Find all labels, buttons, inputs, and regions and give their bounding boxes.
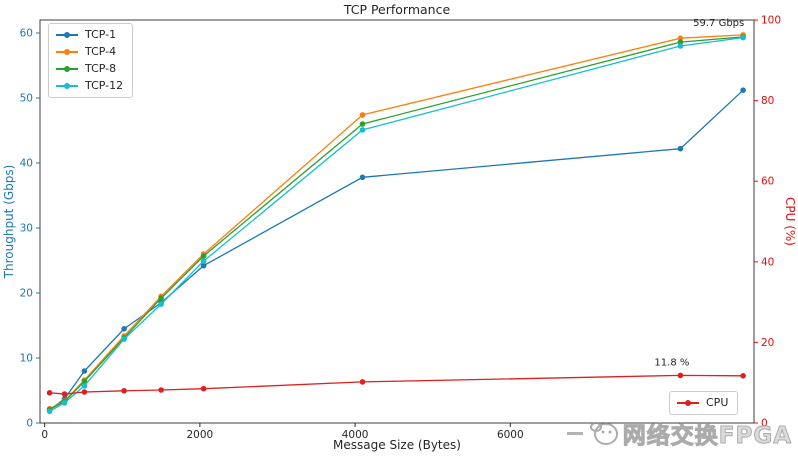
legend-line-swatch xyxy=(56,83,78,89)
legend-throughput-series: TCP-1 TCP-4 TCP-8 TCP-12 xyxy=(48,23,134,98)
y-left-tick-label: 50 xyxy=(20,93,33,105)
series-marker-tcp-12 xyxy=(46,408,53,415)
series-marker-tcp-12 xyxy=(359,127,366,133)
series-marker-tcp-12 xyxy=(158,301,164,307)
watermark-dash xyxy=(566,431,583,435)
series-marker-cpu xyxy=(740,373,746,379)
chart-title: TCP Performance xyxy=(343,2,451,17)
series-marker-cpu xyxy=(81,389,88,395)
y-left-axis-label: Throughput (Gbps) xyxy=(2,165,16,280)
legend-item-tcp-8: TCP-8 xyxy=(56,62,123,76)
legend-label: TCP-12 xyxy=(85,79,124,92)
point-annotation: 11.8 % xyxy=(654,357,689,368)
series-marker-tcp-1 xyxy=(359,174,366,181)
series-marker-tcp-4 xyxy=(677,35,684,41)
cartoon-face-logo-icon xyxy=(589,422,618,445)
legend-item-tcp-12: TCP-12 xyxy=(56,79,123,93)
y-right-axis-label: CPU (%) xyxy=(783,197,797,246)
series-marker-tcp-8 xyxy=(158,295,164,302)
y-right-tick-label: 20 xyxy=(761,337,774,349)
watermark: 网络交换FPGA xyxy=(566,416,792,450)
x-tick-label: 0 xyxy=(41,429,48,441)
series-marker-tcp-8 xyxy=(200,253,207,259)
series-line-cpu xyxy=(49,374,744,395)
plot-spines xyxy=(39,19,755,424)
x-tick-label: 2000 xyxy=(187,429,214,441)
series-marker-tcp-1 xyxy=(677,145,684,152)
legend-line-swatch xyxy=(56,32,78,38)
x-tick-label: 6000 xyxy=(497,429,524,441)
legend-label: TCP-8 xyxy=(85,62,117,75)
series-marker-tcp-12 xyxy=(61,400,68,406)
series-marker-cpu xyxy=(677,372,684,379)
series-marker-cpu xyxy=(121,388,127,394)
series-marker-tcp-8 xyxy=(81,378,88,385)
legend-label: TCP-1 xyxy=(85,28,117,41)
series-marker-tcp-1 xyxy=(200,262,207,269)
legend-item-tcp-4: TCP-4 xyxy=(56,45,123,59)
watermark-text: 网络交换FPGA xyxy=(622,423,792,450)
legend-cpu: CPU xyxy=(669,391,739,415)
legend-label: CPU xyxy=(706,396,729,409)
legend-marker-dot xyxy=(64,66,70,72)
series-marker-cpu xyxy=(359,379,366,385)
series-marker-cpu xyxy=(158,387,164,393)
series-line-tcp-1 xyxy=(49,89,744,411)
series-marker-cpu xyxy=(61,391,68,397)
y-left-tick-label: 10 xyxy=(20,353,33,365)
series-marker-tcp-12 xyxy=(121,336,127,342)
series-marker-tcp-12 xyxy=(200,258,207,264)
y-right-tick-label: 60 xyxy=(761,176,774,188)
legend-marker-dot xyxy=(64,49,70,55)
y-right-tick-label: 0 xyxy=(761,418,768,430)
series-marker-tcp-1 xyxy=(740,87,746,93)
legend-marker-dot xyxy=(64,83,70,89)
y-right-tick-label: 80 xyxy=(761,95,774,107)
series-marker-tcp-12 xyxy=(81,383,88,389)
series-marker-tcp-12 xyxy=(677,43,684,49)
point-annotation: 59.7 Gbps xyxy=(693,18,744,29)
series-line-tcp-4 xyxy=(49,34,744,410)
legend-item-cpu: CPU xyxy=(677,396,728,410)
series-marker-tcp-1 xyxy=(121,326,127,332)
y-left-tick-label: 40 xyxy=(20,158,33,170)
series-marker-cpu xyxy=(200,385,207,392)
y-right-tick-label: 100 xyxy=(761,15,781,27)
legend-line-swatch xyxy=(56,49,78,55)
legend-item-tcp-1: TCP-1 xyxy=(56,28,123,42)
series-line-tcp-12 xyxy=(49,36,744,412)
series-marker-tcp-1 xyxy=(81,368,88,374)
legend-line-swatch xyxy=(56,66,78,72)
y-right-tick-label: 40 xyxy=(761,256,774,268)
legend-line-swatch xyxy=(677,400,699,406)
y-left-tick-label: 20 xyxy=(20,288,33,300)
legend-marker-dot xyxy=(685,400,691,406)
legend-marker-dot xyxy=(64,32,70,38)
y-left-tick-label: 0 xyxy=(26,418,33,430)
x-tick-label: 4000 xyxy=(342,429,369,441)
series-marker-cpu xyxy=(46,390,53,396)
series-marker-tcp-12 xyxy=(740,34,746,41)
x-axis-label: Message Size (Bytes) xyxy=(333,438,461,452)
series-line-tcp-8 xyxy=(49,36,744,410)
legend-label: TCP-4 xyxy=(85,45,117,58)
series-marker-tcp-8 xyxy=(359,121,366,127)
series-marker-tcp-8 xyxy=(677,39,684,45)
y-left-tick-label: 60 xyxy=(20,28,33,40)
y-left-tick-label: 30 xyxy=(20,223,33,235)
series-marker-tcp-4 xyxy=(359,112,366,118)
